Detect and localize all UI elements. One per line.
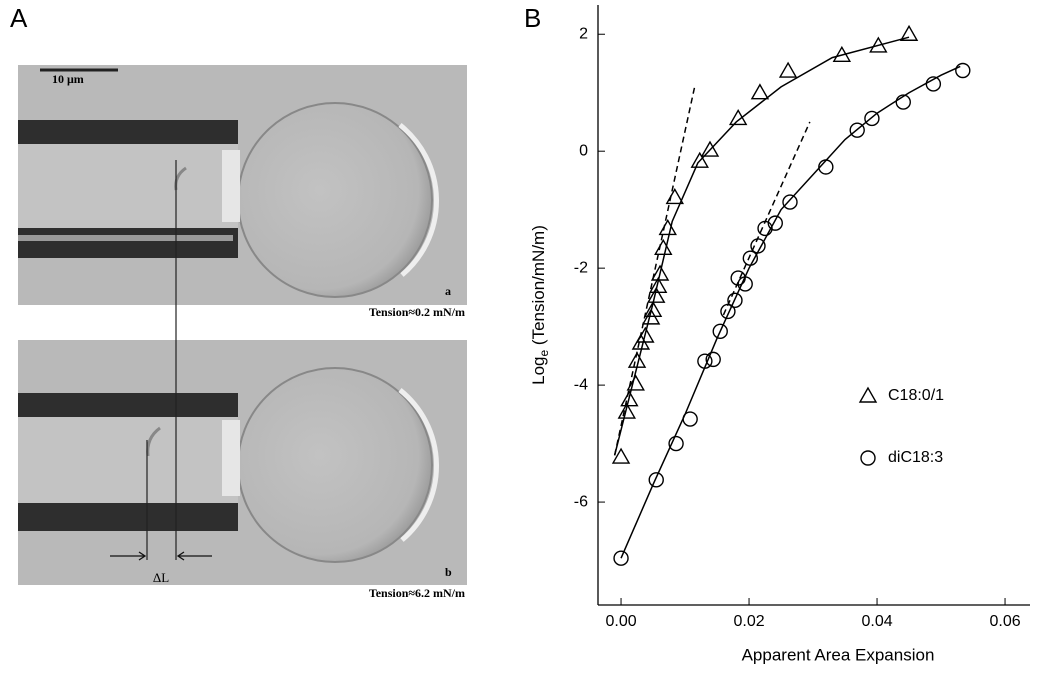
circle-point bbox=[864, 110, 880, 127]
legend-marker bbox=[858, 386, 878, 403]
triangle-point bbox=[620, 390, 639, 407]
circle-point bbox=[955, 62, 971, 79]
triangle-point bbox=[654, 238, 673, 255]
circle-point bbox=[742, 250, 759, 266]
fit-line bbox=[613, 86, 696, 456]
circle-point bbox=[697, 353, 713, 369]
triangle-point bbox=[832, 45, 852, 62]
fit-line bbox=[613, 36, 910, 456]
triangle-point bbox=[636, 326, 655, 343]
triangle-point bbox=[728, 109, 748, 126]
circle-point bbox=[613, 550, 629, 566]
triangle-point bbox=[650, 264, 670, 281]
x-tick-label: 0.06 bbox=[989, 613, 1020, 630]
y-tick-label: -4 bbox=[574, 376, 588, 393]
triangle-point bbox=[690, 151, 709, 168]
image-caption: Tension≈6.2 mN/m bbox=[369, 586, 465, 600]
image-label: a bbox=[445, 284, 451, 298]
circle-point bbox=[737, 276, 753, 292]
legend-label: C18:0/1 bbox=[888, 387, 944, 404]
triangle-point bbox=[611, 447, 631, 464]
y-tick-label: -6 bbox=[574, 493, 588, 510]
micrograph bbox=[18, 340, 467, 585]
triangle-point bbox=[750, 83, 770, 100]
image-caption: Tension≈0.2 mN/m bbox=[369, 305, 465, 319]
triangle-point bbox=[778, 61, 798, 78]
triangle-point bbox=[626, 374, 645, 391]
fit-line bbox=[722, 121, 811, 316]
arrows bbox=[110, 551, 212, 561]
y-tick-label: 2 bbox=[579, 25, 588, 42]
triangle-point bbox=[658, 218, 677, 236]
circle-point bbox=[727, 292, 743, 309]
fit-line bbox=[620, 65, 961, 559]
x-axis-label: Apparent Area Expansion bbox=[742, 645, 935, 664]
triangle-point bbox=[627, 351, 647, 368]
triangle-point bbox=[647, 286, 666, 303]
x-tick-label: 0.04 bbox=[861, 613, 892, 630]
circle-point bbox=[750, 238, 766, 254]
legend-marker bbox=[860, 450, 876, 466]
circle-point bbox=[682, 411, 698, 427]
image-label: b bbox=[445, 565, 452, 579]
circle-point bbox=[925, 76, 942, 92]
panel-label: B bbox=[524, 3, 541, 33]
x-tick-label: 0.02 bbox=[733, 613, 764, 630]
panel-label: A bbox=[10, 3, 28, 33]
triangle-point bbox=[869, 36, 888, 53]
y-label-sub: e bbox=[537, 350, 551, 357]
legend-label: diC18:3 bbox=[888, 449, 943, 466]
x-tick-label: 0.00 bbox=[605, 613, 636, 630]
triangle-point bbox=[643, 300, 663, 317]
delta-label: ΔL bbox=[153, 570, 169, 585]
circle-point bbox=[668, 435, 684, 452]
micrograph bbox=[18, 65, 467, 305]
circle-point bbox=[767, 215, 783, 231]
y-tick-label: -2 bbox=[574, 259, 588, 276]
triangle-point bbox=[665, 187, 685, 205]
circle-point bbox=[705, 351, 721, 368]
circle-point bbox=[757, 220, 773, 237]
circle-point bbox=[720, 303, 736, 320]
circle-point bbox=[895, 94, 911, 110]
y-tick-label: 0 bbox=[579, 142, 588, 159]
y-label-rest: (Tension/mN/m) bbox=[529, 225, 548, 350]
scale-bar-label: 10 μm bbox=[52, 72, 84, 86]
circle-point bbox=[712, 323, 728, 340]
triangle-point bbox=[648, 276, 668, 293]
y-axis-label: Loge (Tension/mN/m) bbox=[529, 225, 551, 385]
circle-point bbox=[818, 159, 834, 175]
triangle-point bbox=[700, 140, 720, 157]
triangle-point bbox=[899, 24, 919, 41]
y-label-text: Log bbox=[529, 357, 548, 385]
circle-point bbox=[849, 122, 865, 138]
triangle-point bbox=[617, 402, 637, 419]
circle-point bbox=[648, 472, 664, 488]
circle-point bbox=[782, 194, 798, 210]
